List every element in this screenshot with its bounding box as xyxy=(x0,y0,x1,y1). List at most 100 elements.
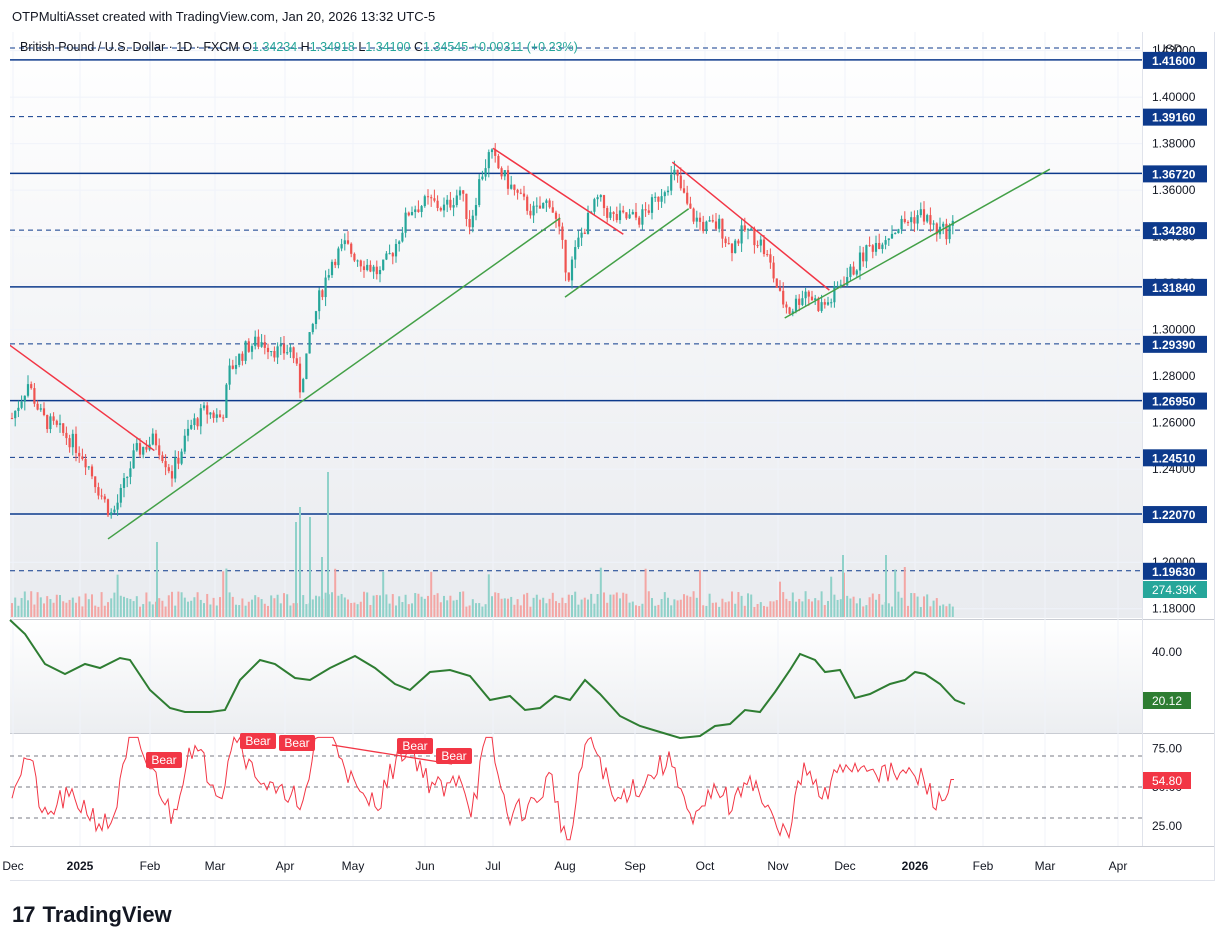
candle[interactable] xyxy=(122,478,126,488)
candle[interactable] xyxy=(487,152,490,169)
candle[interactable] xyxy=(794,298,798,312)
candle[interactable] xyxy=(186,428,190,436)
candle[interactable] xyxy=(759,239,762,246)
candle[interactable] xyxy=(545,200,548,203)
candle[interactable] xyxy=(372,266,375,272)
up-trendline[interactable] xyxy=(107,217,561,540)
candle[interactable] xyxy=(58,423,62,425)
candle[interactable] xyxy=(756,245,759,247)
candle[interactable] xyxy=(753,228,756,246)
candle[interactable] xyxy=(145,446,148,450)
candle[interactable] xyxy=(724,238,727,244)
candle[interactable] xyxy=(846,277,849,286)
candle[interactable] xyxy=(609,212,612,218)
level-price-label[interactable] xyxy=(1143,278,1207,296)
candle[interactable] xyxy=(676,169,679,176)
candle[interactable] xyxy=(273,350,276,358)
candle[interactable] xyxy=(87,466,90,468)
candle[interactable] xyxy=(225,384,228,418)
candle[interactable] xyxy=(103,496,106,500)
candle[interactable] xyxy=(180,451,183,464)
candle[interactable] xyxy=(884,240,887,245)
candle[interactable] xyxy=(791,311,794,314)
candle[interactable] xyxy=(897,229,900,234)
candle[interactable] xyxy=(209,412,212,415)
candle[interactable] xyxy=(506,170,510,189)
up-trendline[interactable] xyxy=(564,208,690,298)
candle[interactable] xyxy=(775,278,778,288)
candle[interactable] xyxy=(132,450,135,469)
candle[interactable] xyxy=(852,266,855,275)
candle[interactable] xyxy=(890,233,894,239)
candle[interactable] xyxy=(714,221,718,229)
candle[interactable] xyxy=(14,410,17,419)
candle[interactable] xyxy=(154,433,158,446)
candle[interactable] xyxy=(628,214,631,219)
candle[interactable] xyxy=(874,242,878,252)
candle[interactable] xyxy=(865,245,868,262)
candle[interactable] xyxy=(74,433,78,453)
candle[interactable] xyxy=(33,388,36,404)
candle[interactable] xyxy=(94,476,97,488)
candle[interactable] xyxy=(836,285,839,287)
candle[interactable] xyxy=(910,217,913,223)
candle[interactable] xyxy=(580,232,583,238)
candle[interactable] xyxy=(81,456,84,460)
candle[interactable] xyxy=(606,208,609,218)
candle[interactable] xyxy=(644,209,647,211)
candle[interactable] xyxy=(782,290,785,305)
candle[interactable] xyxy=(266,347,270,353)
candle[interactable] xyxy=(455,195,458,206)
candle[interactable] xyxy=(78,452,81,457)
candle[interactable] xyxy=(900,218,903,230)
candle[interactable] xyxy=(20,401,23,408)
candle[interactable] xyxy=(90,466,94,477)
candle[interactable] xyxy=(708,220,711,222)
candle[interactable] xyxy=(414,209,417,213)
candle[interactable] xyxy=(577,237,580,248)
candle[interactable] xyxy=(494,149,497,156)
candle[interactable] xyxy=(548,200,551,208)
candle[interactable] xyxy=(567,272,570,281)
candle[interactable] xyxy=(903,218,906,223)
candle[interactable] xyxy=(935,223,938,235)
candle[interactable] xyxy=(279,344,282,347)
candle[interactable] xyxy=(830,302,833,304)
candle[interactable] xyxy=(932,223,935,225)
candle[interactable] xyxy=(778,287,782,291)
candle[interactable] xyxy=(202,405,206,409)
candle[interactable] xyxy=(615,214,618,221)
candle[interactable] xyxy=(654,196,657,198)
candle[interactable] xyxy=(302,379,305,393)
candle[interactable] xyxy=(106,499,110,516)
candle[interactable] xyxy=(138,443,142,455)
candle[interactable] xyxy=(817,298,820,311)
candle[interactable] xyxy=(750,228,753,230)
candle[interactable] xyxy=(126,476,129,479)
candle[interactable] xyxy=(314,311,318,324)
candle[interactable] xyxy=(814,298,817,301)
candle[interactable] xyxy=(737,240,740,244)
candle[interactable] xyxy=(878,242,881,249)
level-price-label[interactable] xyxy=(1143,449,1207,467)
candle[interactable] xyxy=(343,240,346,245)
candle[interactable] xyxy=(375,266,378,275)
bear-label[interactable] xyxy=(146,752,182,768)
candle[interactable] xyxy=(318,290,321,312)
candle[interactable] xyxy=(660,196,663,202)
candle[interactable] xyxy=(468,219,471,228)
candle[interactable] xyxy=(820,302,823,311)
candle[interactable] xyxy=(26,384,30,396)
candle[interactable] xyxy=(407,212,410,216)
candle[interactable] xyxy=(234,364,238,369)
candle[interactable] xyxy=(906,222,910,224)
candle[interactable] xyxy=(391,253,394,257)
candle[interactable] xyxy=(542,202,545,209)
candle[interactable] xyxy=(772,262,775,279)
candle[interactable] xyxy=(695,217,698,222)
candle[interactable] xyxy=(177,457,180,464)
candle[interactable] xyxy=(55,420,58,425)
candle[interactable] xyxy=(257,336,260,347)
candle[interactable] xyxy=(465,193,468,220)
candle[interactable] xyxy=(327,275,330,278)
